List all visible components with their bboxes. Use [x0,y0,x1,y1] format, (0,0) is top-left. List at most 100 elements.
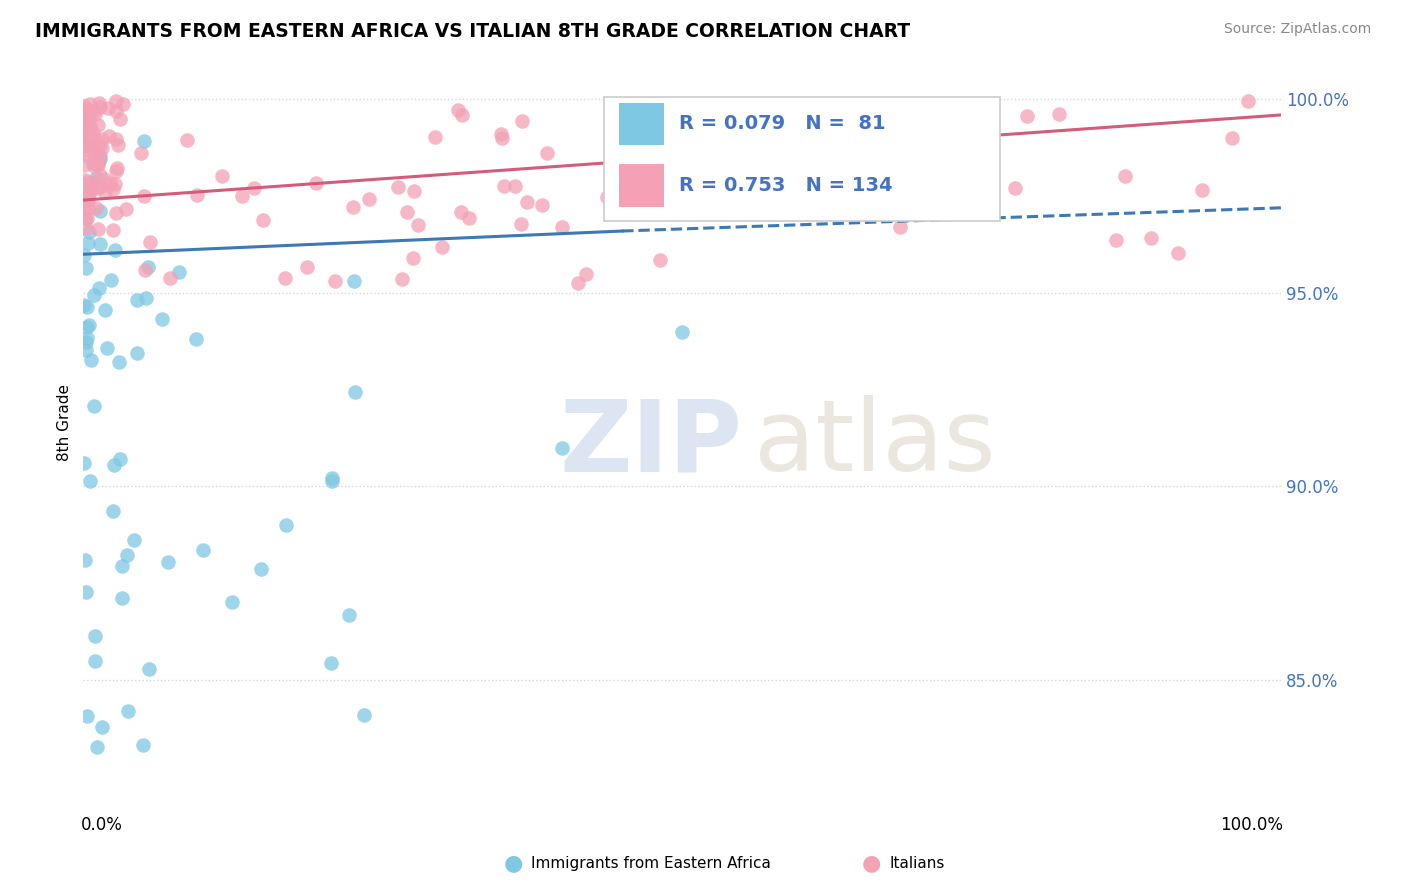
Point [89,204,111,219]
Point [73,248,96,262]
Point [76,106,98,120]
Point [89,100,111,114]
Point [516,194,538,209]
Point [75,120,97,134]
Point [84,132,107,146]
Point [353,708,375,723]
Point [815,203,838,218]
FancyBboxPatch shape [605,97,1000,220]
Text: Italians: Italians [890,856,945,871]
Point [387,180,409,194]
Point [117,704,139,718]
Point [84,629,107,643]
Point [73,210,96,224]
Point [79,183,101,197]
Point [76,175,98,189]
Point [96,341,118,355]
Text: R = 0.753   N = 134: R = 0.753 N = 134 [679,176,893,194]
Point [344,385,367,400]
Text: 0.0%: 0.0% [82,815,122,833]
Point [489,127,512,141]
Point [135,291,157,305]
Point [75,261,97,276]
Point [1105,233,1128,247]
Point [321,471,343,485]
Point [76,202,98,216]
Point [451,107,474,121]
Point [699,130,721,145]
Point [274,271,297,285]
Point [101,223,124,237]
Point [76,211,98,226]
Point [110,112,132,126]
Point [73,131,96,145]
Point [97,101,120,115]
Point [186,187,208,202]
Point [76,236,98,251]
Text: Source: ZipAtlas.com: Source: ZipAtlas.com [1223,22,1371,37]
Point [510,114,533,128]
Point [73,193,96,207]
Point [75,343,97,357]
Point [76,149,98,163]
Point [127,293,149,307]
Point [134,189,156,203]
Point [536,145,558,160]
Point [1237,94,1260,108]
Point [82,138,104,153]
Point [79,186,101,200]
Point [83,287,105,301]
Point [104,131,127,145]
Point [134,263,156,277]
Point [89,149,111,163]
Point [657,183,679,197]
Point [458,211,481,225]
Point [73,119,96,133]
Point [87,138,110,153]
Point [323,274,346,288]
Point [343,274,366,288]
Point [492,178,515,193]
Point [82,126,104,140]
Point [87,148,110,162]
Point [86,145,108,160]
Point [447,103,470,118]
Point [89,168,111,182]
Point [103,182,125,196]
Point [132,134,155,148]
Point [274,517,297,532]
Point [86,740,108,755]
FancyBboxPatch shape [619,164,664,207]
Point [114,202,136,216]
Point [86,158,108,172]
Point [107,137,129,152]
Point [89,237,111,252]
Point [450,204,472,219]
Point [83,159,105,173]
Point [80,176,103,190]
Text: ●: ● [862,854,882,873]
Point [491,131,513,145]
Point [650,252,672,267]
Point [73,143,96,157]
Point [87,151,110,165]
Point [77,130,100,145]
Point [530,198,553,212]
Point [1220,131,1243,145]
Point [98,128,121,143]
Point [596,189,619,203]
Point [319,656,342,670]
Point [567,276,589,290]
Point [76,320,98,334]
Point [391,272,413,286]
Point [1047,107,1070,121]
Point [396,205,419,219]
Point [89,153,111,167]
Point [73,177,96,191]
Point [84,654,107,668]
Point [73,98,96,112]
Point [84,201,107,215]
Point [79,475,101,489]
Point [91,141,114,155]
Point [77,112,100,127]
